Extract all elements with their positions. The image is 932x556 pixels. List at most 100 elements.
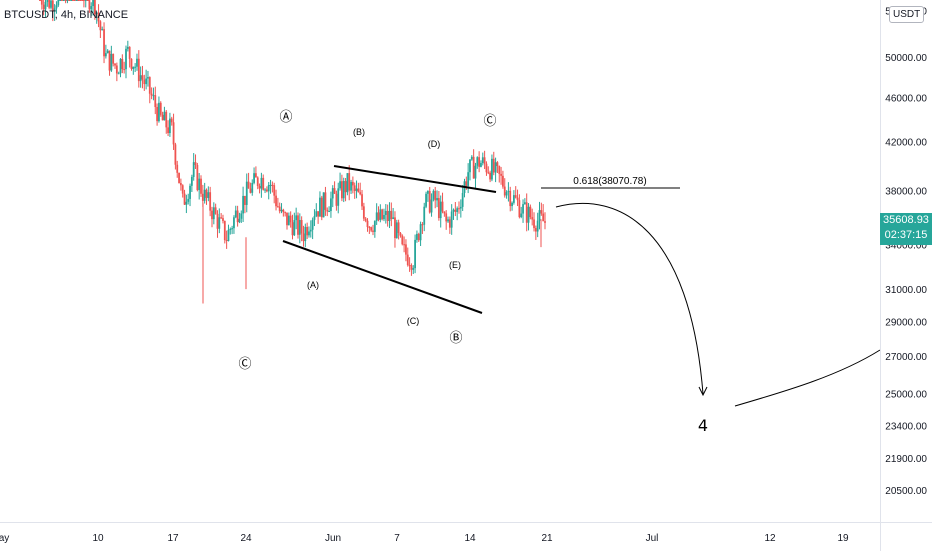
candle-body (62, 0, 65, 1)
candle-body (406, 254, 409, 266)
candle-body (93, 0, 96, 15)
candle-body (390, 210, 393, 220)
candle-body (234, 210, 237, 218)
projection-curve-up[interactable] (734, 349, 881, 407)
candle-body (42, 4, 45, 10)
candle-body (520, 213, 523, 218)
candle-body (169, 118, 171, 134)
candle-body (527, 206, 530, 223)
candle-body (83, 0, 85, 1)
candle-body (395, 222, 398, 239)
candle-body (51, 0, 54, 12)
candle-body (458, 208, 460, 210)
projection-curve-down[interactable] (555, 203, 704, 395)
candle-body (57, 0, 60, 6)
candle-body (514, 195, 517, 198)
lower-trendline[interactable] (282, 240, 483, 314)
wave-label-A-paren: (A) (307, 280, 319, 290)
candle-body (357, 188, 360, 193)
candle-body (432, 190, 435, 200)
candle-body (194, 162, 197, 165)
candle-body (287, 215, 290, 226)
upper-trendline[interactable] (333, 165, 497, 193)
candle-body (227, 229, 230, 241)
candle-body (309, 229, 312, 232)
candle-body (161, 114, 164, 121)
candle-body (505, 192, 508, 196)
time-axis-ticks: ay 10 17 24 Jun 7 14 21 Jul 12 19 (0, 533, 849, 544)
candle-body (209, 192, 212, 211)
wave-label-B-circle: Ⓑ (449, 331, 462, 346)
candle-body (97, 12, 100, 22)
candle-body (134, 66, 137, 68)
candle-body (467, 172, 470, 186)
candle-body (353, 185, 356, 191)
candle-body (167, 127, 169, 134)
candle-body (179, 183, 182, 186)
candle-body (500, 173, 502, 176)
candle-body (223, 220, 226, 241)
candle-body (337, 188, 340, 206)
candle-body (178, 172, 180, 184)
candle-body (244, 195, 246, 205)
candle-body (379, 209, 382, 220)
candle-body (242, 195, 244, 214)
candle-body (470, 156, 473, 160)
candle-body (222, 218, 224, 221)
last-price: 35608.93 (883, 214, 929, 226)
candle-body (414, 239, 416, 269)
candlestick-series (39, 0, 546, 304)
candle-body (172, 122, 175, 145)
candle-body (341, 181, 343, 199)
candle-body (154, 95, 157, 108)
candle-body (494, 162, 497, 173)
candle-body (231, 228, 234, 230)
candle-body (70, 0, 73, 1)
candle-body (313, 216, 316, 220)
candle-body (77, 0, 80, 1)
candle-body (366, 220, 369, 228)
candle-body (361, 194, 363, 207)
price-axis[interactable]: 55000.0050000.0046000.0042000.0038000.00… (880, 0, 932, 522)
candle-body (128, 46, 131, 59)
candle-body (249, 188, 252, 193)
candle-body (265, 189, 268, 192)
price-tick-label: 20500.00 (885, 486, 927, 497)
candle-body (174, 144, 177, 165)
candle-body (176, 164, 179, 173)
candle-body (397, 222, 400, 233)
candle-body (273, 185, 276, 196)
candle-body (428, 191, 431, 213)
candle-body (233, 217, 235, 229)
candle-body (112, 53, 115, 64)
candle-body (104, 53, 107, 57)
candle-body (324, 192, 327, 210)
candle-body (308, 231, 310, 236)
candle-body (405, 244, 407, 255)
candle-body (238, 218, 241, 223)
candle-body (267, 185, 270, 192)
candle-body (205, 189, 208, 198)
candle-body (392, 217, 395, 220)
candle-body (419, 224, 422, 241)
candle-body (306, 226, 309, 236)
candle-body (350, 181, 352, 191)
candle-body (170, 118, 173, 123)
candle-body (192, 162, 195, 177)
candle-body (95, 12, 98, 15)
price-tick-label: 42000.00 (885, 138, 927, 149)
time-axis[interactable]: ay 10 17 24 Jun 7 14 21 Jul 12 19 (0, 522, 880, 551)
currency-badge[interactable]: USDT (889, 6, 925, 23)
candle-body (75, 0, 78, 1)
candle-body (362, 206, 365, 219)
candle-body (461, 193, 464, 207)
candle-body (383, 215, 385, 220)
candle-body (485, 163, 488, 173)
candle-body (348, 173, 351, 191)
candle-body (417, 233, 420, 241)
price-tick-label: 25000.00 (885, 390, 927, 401)
candle-body (256, 177, 259, 186)
candle-body (88, 0, 91, 10)
wave-label-D-paren: (D) (428, 139, 441, 149)
